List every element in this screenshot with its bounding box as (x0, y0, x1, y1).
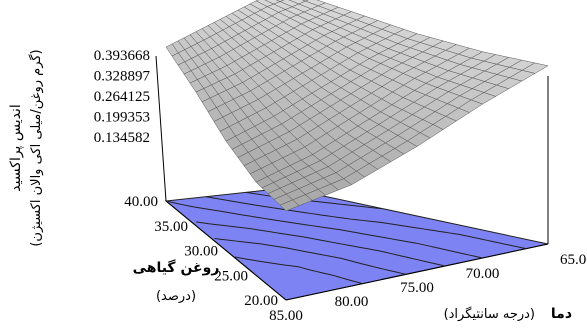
z-tick-label: 0.328897 (94, 69, 151, 85)
y-tick-label: 25.00 (214, 268, 248, 284)
y-axis-unit: (درصد) (156, 289, 196, 304)
surface-cell (279, 199, 300, 212)
y-axis-label: روغن گیاهی (133, 259, 220, 276)
x-axis-unit: (درجه سانتیگراد) (444, 306, 535, 322)
z-tick-label: 0.264125 (94, 89, 150, 105)
contour-line (196, 221, 446, 267)
contour-lines (165, 191, 527, 285)
contour-line (214, 238, 407, 275)
z-tick-label: 0.393668 (94, 48, 150, 64)
x-tick-label: 70.00 (466, 266, 500, 282)
z-ticks: 0.134582 0.199353 0.264125 0.328897 0.393668 (94, 48, 151, 146)
y-tick-label: 30.00 (184, 244, 218, 260)
y-tick-label: 20.00 (244, 293, 278, 309)
y-tick-label: 40.00 (124, 194, 158, 210)
x-tick-label: 65.00 (560, 252, 587, 268)
x-tick-label: 75.00 (400, 280, 434, 296)
contour-line (245, 191, 382, 210)
z-tick-label: 0.199353 (94, 110, 150, 126)
x-tick-label: 80.00 (335, 294, 369, 310)
x-tick-label: 85.00 (269, 308, 303, 324)
z-axis-unit: (گرم روغن/میلی اکی والان اکسیژن) (28, 49, 44, 246)
z-axis-label: اندیس پراکسید (8, 104, 24, 192)
contour-line (165, 200, 483, 259)
z-tick-label: 0.134582 (94, 130, 150, 146)
contour-line (234, 256, 363, 285)
y-axis-line (165, 200, 287, 301)
contour-line (205, 196, 527, 250)
y-ticks: 20.00 25.00 30.00 35.00 40.00 (124, 194, 278, 309)
response-surface (165, 0, 549, 212)
x-axis-line (285, 243, 549, 301)
x-axis-label: دما (551, 306, 572, 322)
z-axis-line (155, 55, 167, 202)
y-tick-label: 35.00 (154, 219, 188, 235)
x-ticks: 65.00 70.00 75.00 80.00 85.00 (269, 252, 587, 324)
